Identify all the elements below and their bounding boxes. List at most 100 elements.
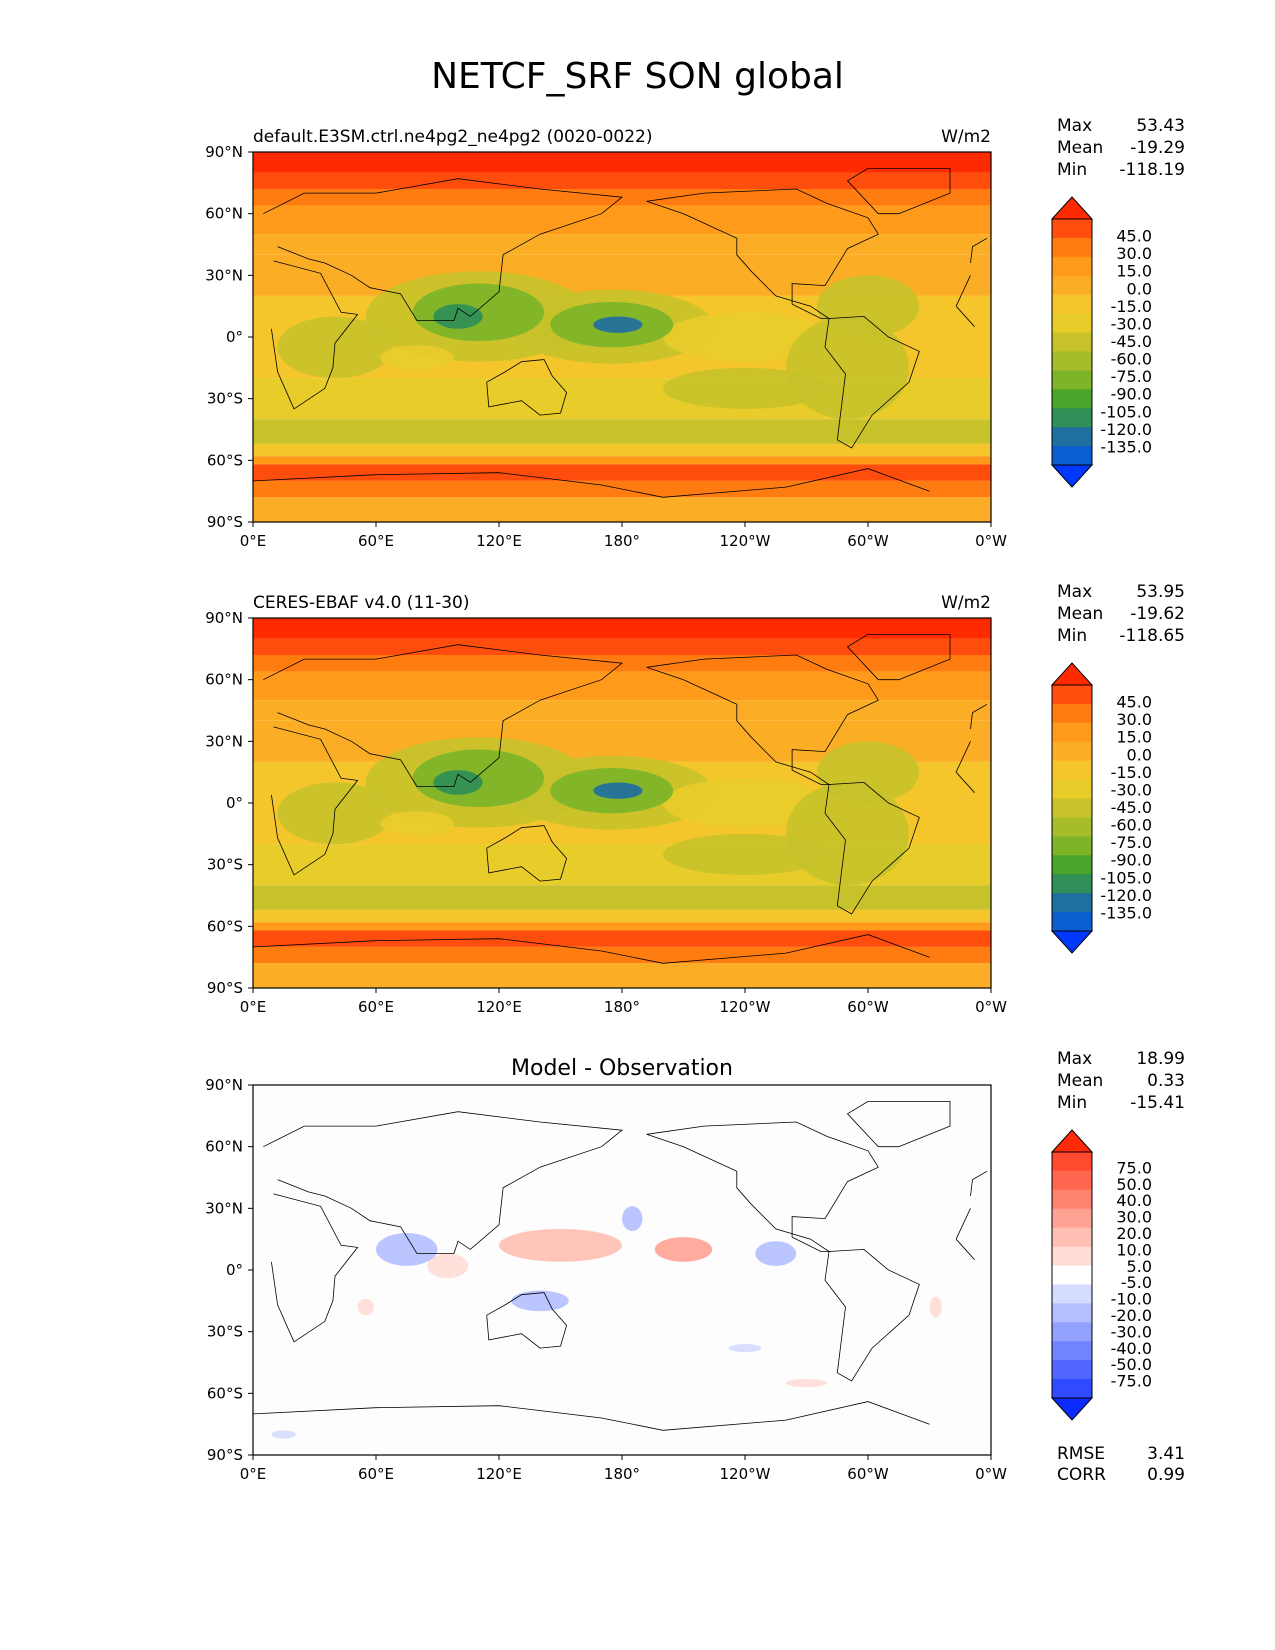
panel-left-title: default.E3SM.ctrl.ne4pg2_ne4pg2 (0020-00… [253,127,653,147]
y-tick-label: 60°S [207,451,243,469]
coastline-eurasia [263,178,624,322]
stat-value-max: 53.95 [1136,582,1185,602]
colorbar-segment [1052,893,1092,913]
stat-label-max: Max [1057,1049,1092,1069]
colorbar-segment [1052,332,1092,352]
field-contour [380,345,454,370]
y-tick-label: 30°S [207,390,243,408]
field-contour [499,1228,622,1262]
colorbar-tick-label: -90.0 [1111,385,1152,404]
colorbar-frame [1051,684,1093,932]
colorbar-segment [1052,798,1092,818]
stat-value-mean: -19.62 [1130,604,1185,624]
colorbar-tick-label: 0.0 [1127,279,1152,298]
y-tick-label: 90°N [205,609,243,627]
field-contour [663,833,827,875]
x-tick-label: 60°E [358,1465,394,1483]
colorbar-tick-label: 30.0 [1116,1208,1152,1227]
stat-value-mean: 0.33 [1147,1071,1185,1091]
colorbar-segment [1052,351,1092,371]
y-tick-label: 0° [226,794,243,812]
field-band [253,419,991,444]
colorbar-segment [1052,219,1092,239]
colorbar-segment [1052,1284,1092,1304]
x-tick-label: 120°E [476,532,522,550]
field-contour [663,778,827,828]
y-tick-label: 60°S [207,917,243,935]
field-band [253,464,991,481]
field-band [253,443,991,457]
colorbar-segment [1052,1379,1092,1399]
stat-value-min: -15.41 [1130,1093,1185,1113]
coastline-eurasia [970,1170,988,1197]
stat-label-mean: Mean [1057,1071,1103,1091]
coastline-south-america [824,781,920,915]
colorbar-segment [1052,294,1092,315]
field-contour [654,1237,713,1262]
colorbar-tick-label: -105.0 [1100,868,1152,887]
colorbar-extend-bottom [1050,930,1094,954]
stat-label-mean: Mean [1057,138,1103,158]
stat-label-min: Min [1057,1093,1087,1113]
field-band [253,152,991,173]
field-band [253,922,991,931]
map-panel-1: 0°E 60°E 120°E 180° 120°W 60°W 0°W 90°N 60°N 30°N… [205,116,1185,550]
coastline-africa [955,771,975,793]
colorbar-tick-label: 30.0 [1116,244,1152,263]
map-panel-3: 0°E 60°E 120°E 180° 120°W 60°W 0°W 90°N 60°N 30°N… [205,1049,1185,1485]
coastline-africa [955,305,975,327]
colorbar-tick-label: -45.0 [1111,798,1152,817]
field-band [253,205,991,235]
x-tick-label: 60°W [847,998,889,1016]
metric-value-rmse: 3.41 [1147,1444,1185,1464]
colorbar-tick-label: 5.0 [1127,1257,1152,1276]
colorbar-tick-label: -5.0 [1121,1273,1152,1292]
colorbar-segment [1052,1170,1092,1191]
panel-left-title: CERES-EBAF v4.0 (11-30) [253,593,469,613]
colorbar-tick-label: -10.0 [1111,1290,1152,1309]
x-tick-label: 180° [604,998,640,1016]
y-tick-label: 30°N [205,732,243,750]
y-tick-label: 60°N [205,671,243,689]
colorbar-tick-label: -30.0 [1111,314,1152,333]
colorbar-segment [1052,237,1092,258]
field-contour [380,811,454,836]
coastline-antarctica [252,1401,930,1431]
colorbar-frame [1051,1151,1093,1399]
x-tick-label: 120°E [476,1465,522,1483]
colorbar-tick-label: -60.0 [1111,816,1152,835]
field-contour [271,1430,297,1439]
stat-value-max: 18.99 [1136,1049,1185,1069]
field-band [253,909,991,923]
x-tick-label: 120°W [720,532,771,550]
colorbar-tick-label: -120.0 [1100,420,1152,439]
coastline-australia [486,359,568,416]
colorbar-segment [1052,370,1092,390]
coastline-africa [955,275,971,307]
coastline-eurasia [970,237,988,264]
field-band [253,497,991,522]
x-tick-label: 120°W [720,1465,771,1483]
x-tick-label: 0°E [240,998,267,1016]
field-band [253,700,991,721]
colorbar-segment [1052,912,1092,932]
stat-value-min: -118.19 [1119,160,1185,180]
field-band [253,930,991,947]
colorbar-tick-label: 15.0 [1116,728,1152,747]
colorbar-segment [1052,855,1092,875]
coastline-greenland [846,634,951,681]
y-tick-label: 60°N [205,205,243,223]
coastline-eurasia [263,644,624,787]
colorbar-segment [1052,313,1092,334]
colorbar-tick-label: -40.0 [1111,1339,1152,1358]
coastline-greenland [846,167,951,215]
y-tick-label: 30°S [207,856,243,874]
field-contour [663,312,827,362]
colorbar-segment [1052,1265,1092,1285]
panel-units: W/m2 [941,127,991,147]
field-contour [663,367,827,409]
coastline-africa [955,1208,971,1240]
colorbar-tick-label: -135.0 [1100,437,1152,456]
x-tick-label: 60°E [358,532,394,550]
